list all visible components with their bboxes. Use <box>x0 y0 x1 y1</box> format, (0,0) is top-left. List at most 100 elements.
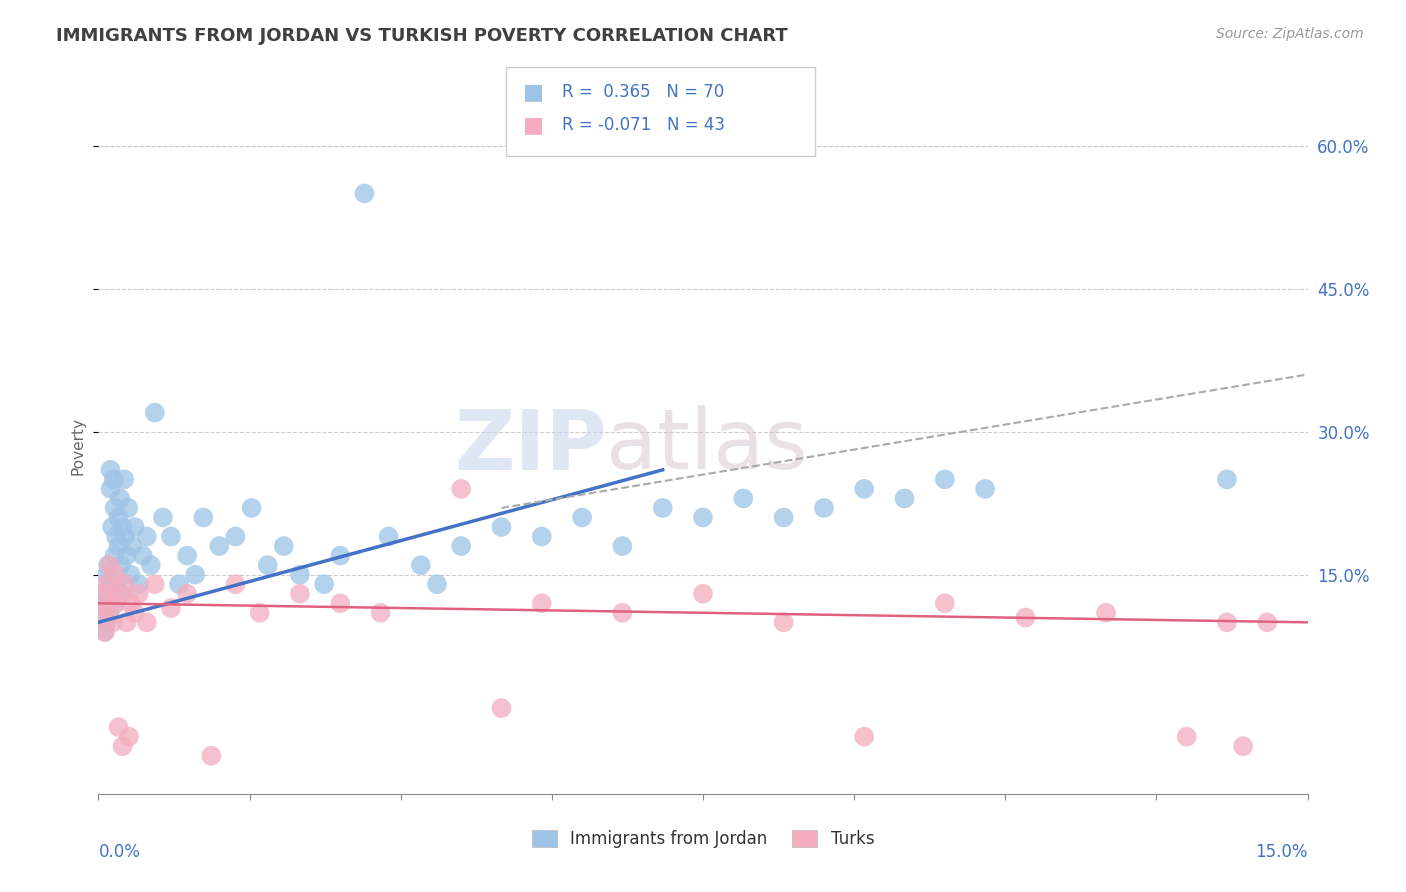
Point <box>772 510 794 524</box>
Point <box>96 567 118 582</box>
Point <box>853 482 876 496</box>
Point <box>1216 472 1239 486</box>
Point <box>314 577 336 591</box>
Point <box>176 549 198 563</box>
Point <box>100 587 122 601</box>
Point <box>101 520 124 534</box>
Point <box>90 606 112 620</box>
Point <box>97 601 120 615</box>
Text: 15.0%: 15.0% <box>1256 843 1308 861</box>
Point <box>530 596 553 610</box>
Point <box>115 549 138 563</box>
Point <box>160 601 183 615</box>
Point <box>93 587 115 601</box>
Point <box>167 577 190 591</box>
Point <box>1216 615 1239 630</box>
Point <box>152 510 174 524</box>
Point <box>733 491 755 506</box>
Point <box>692 587 714 601</box>
Point <box>651 500 673 515</box>
Point <box>249 606 271 620</box>
Point <box>114 530 136 544</box>
Point <box>105 596 128 610</box>
Point <box>97 558 120 573</box>
Y-axis label: Poverty: Poverty <box>70 417 86 475</box>
Point <box>110 587 132 601</box>
Legend: Immigrants from Jordan, Turks: Immigrants from Jordan, Turks <box>524 823 882 855</box>
Text: ■: ■ <box>523 82 544 102</box>
Point <box>128 577 150 591</box>
Point <box>103 567 125 582</box>
Text: 0.0%: 0.0% <box>98 843 141 861</box>
Point <box>112 472 135 486</box>
Point <box>612 539 634 553</box>
Point <box>450 539 472 553</box>
Point <box>409 558 432 573</box>
Point <box>111 520 134 534</box>
Point <box>256 558 278 573</box>
Point <box>135 615 157 630</box>
Point <box>117 500 139 515</box>
Text: Source: ZipAtlas.com: Source: ZipAtlas.com <box>1216 27 1364 41</box>
Point <box>288 587 311 601</box>
Point <box>98 606 121 620</box>
Point <box>120 567 142 582</box>
Point <box>97 577 120 591</box>
Point <box>934 472 956 486</box>
Point <box>105 577 128 591</box>
Text: R =  0.365   N = 70: R = 0.365 N = 70 <box>562 83 724 101</box>
Point <box>692 510 714 524</box>
Point <box>94 624 117 639</box>
Point <box>94 624 117 639</box>
Text: R = -0.071   N = 43: R = -0.071 N = 43 <box>562 116 725 134</box>
Point <box>91 587 114 601</box>
Point <box>96 577 118 591</box>
Point <box>96 615 118 630</box>
Point <box>101 615 124 630</box>
Point <box>120 596 142 610</box>
Point <box>1014 610 1036 624</box>
Point <box>288 567 311 582</box>
Point <box>571 510 593 524</box>
Point <box>139 558 162 573</box>
Point <box>100 482 122 496</box>
Point <box>224 530 246 544</box>
Point <box>135 530 157 544</box>
Point <box>193 510 215 524</box>
Point <box>893 491 915 506</box>
Point <box>370 606 392 620</box>
Point <box>103 472 125 486</box>
Point <box>273 539 295 553</box>
Point <box>128 587 150 601</box>
Point <box>124 606 146 620</box>
Point <box>934 596 956 610</box>
Point <box>240 500 263 515</box>
Point <box>1232 739 1254 754</box>
Text: ■: ■ <box>523 115 544 135</box>
Point <box>105 530 128 544</box>
Point <box>224 577 246 591</box>
Point <box>491 701 513 715</box>
Point <box>853 730 876 744</box>
Point <box>491 520 513 534</box>
Text: ZIP: ZIP <box>454 406 606 486</box>
Point <box>772 615 794 630</box>
Point <box>143 577 166 591</box>
Point <box>100 463 122 477</box>
Point <box>974 482 997 496</box>
Point <box>112 577 135 591</box>
Point <box>530 530 553 544</box>
Point <box>450 482 472 496</box>
Point <box>377 530 399 544</box>
Point <box>143 406 166 420</box>
Point <box>111 587 134 601</box>
Point <box>612 606 634 620</box>
Point <box>184 567 207 582</box>
Point <box>104 596 127 610</box>
Point <box>353 186 375 201</box>
Point <box>91 606 114 620</box>
Point <box>1256 615 1278 630</box>
Point <box>103 549 125 563</box>
Point <box>108 491 131 506</box>
Point <box>426 577 449 591</box>
